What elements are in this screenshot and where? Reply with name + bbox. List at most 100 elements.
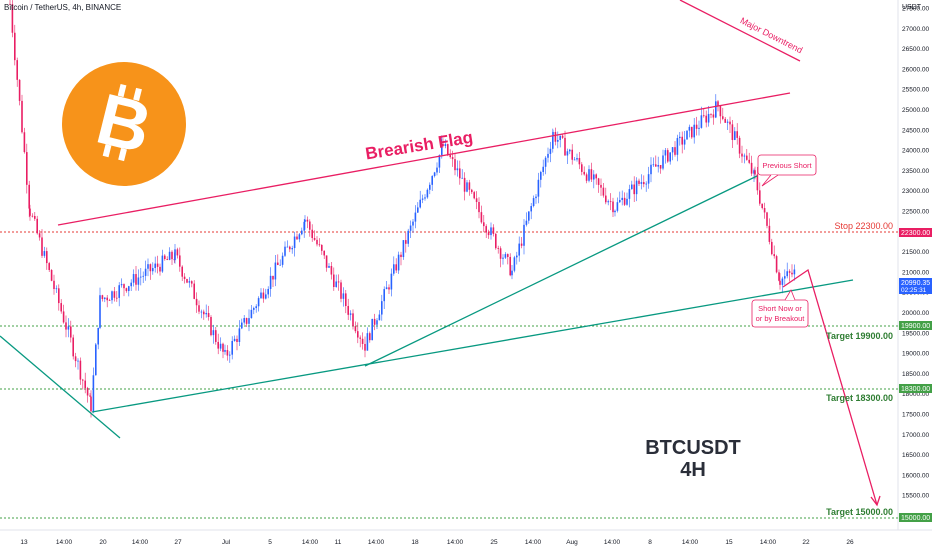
candle-body <box>619 199 621 203</box>
short-now-pointer <box>784 289 796 301</box>
candle-body <box>132 274 135 283</box>
time-axis[interactable]: 13 14:00 20 14:00 27 Jul 5 14:00 11 14:00 18 14:00 2… <box>20 539 854 546</box>
candle-body <box>250 309 253 319</box>
price-tick-label: 23500.00 <box>902 168 929 175</box>
flag-lower-line[interactable] <box>91 279 854 413</box>
time-tick-label: 14:00 <box>368 539 385 546</box>
support-trendline[interactable] <box>364 175 758 367</box>
previous-short-pointer <box>761 174 779 187</box>
candle-body <box>426 189 429 198</box>
candle-body <box>210 316 212 336</box>
candle-body <box>43 251 46 256</box>
candle-body <box>471 189 473 193</box>
candle-body <box>205 313 207 315</box>
candle-body <box>168 251 171 260</box>
candle-body <box>328 265 330 268</box>
candle-body <box>773 254 775 257</box>
time-tick-label: 8 <box>648 539 652 546</box>
candle-body <box>393 264 395 274</box>
candle-body <box>14 32 16 61</box>
candle-body <box>786 271 788 277</box>
flag-upper-line[interactable] <box>57 92 791 226</box>
candle-body <box>419 199 421 208</box>
candle-body <box>459 168 461 179</box>
time-tick-label: Aug <box>566 539 578 546</box>
candle-body <box>454 159 456 171</box>
candle-body <box>248 318 250 324</box>
candle-body <box>390 273 393 290</box>
short-now-callout[interactable] <box>751 299 809 328</box>
candle-body <box>330 265 333 275</box>
time-tick-label: 14:00 <box>525 539 542 546</box>
candle-body <box>537 179 540 197</box>
candle-body <box>683 139 686 145</box>
candle-body <box>602 187 605 196</box>
short-now-text-1: Short Now or <box>758 304 802 313</box>
candle-body <box>388 287 390 290</box>
time-tick-label: 14:00 <box>760 539 777 546</box>
candle-body <box>130 282 132 287</box>
candle-body <box>53 280 55 290</box>
candle-body <box>86 388 89 396</box>
candlestick-series <box>9 0 796 418</box>
big-symbol-line-1: BTCUSDT <box>645 437 741 459</box>
candle-body <box>652 164 655 166</box>
price-tick-label: 17000.00 <box>902 432 929 439</box>
time-tick-label: 14:00 <box>302 539 319 546</box>
price-tick-label: 22500.00 <box>902 209 929 216</box>
candle-body <box>451 157 454 160</box>
candle-body <box>607 201 609 203</box>
candle-body <box>279 264 281 266</box>
candle-body <box>229 354 231 356</box>
time-tick-label: 14:00 <box>132 539 149 546</box>
candle-body <box>345 293 347 307</box>
candle-body <box>29 208 31 216</box>
candle-body <box>778 272 780 281</box>
candle-body <box>600 184 602 188</box>
candle-body <box>754 170 756 175</box>
candle-body <box>698 127 700 129</box>
candle-body <box>222 343 224 352</box>
chart-title: Bitcoin / TetherUS, 4h, BINANCE <box>4 3 122 12</box>
candle-body <box>557 139 559 142</box>
candle-body <box>738 137 741 154</box>
candle-body <box>135 274 137 285</box>
price-tick-label: 18000.00 <box>902 391 929 398</box>
candle-body <box>569 149 571 152</box>
projection-path[interactable] <box>782 268 878 506</box>
price-axis[interactable]: 27500.00 27000.00 26500.00 26000.00 25500.00… <box>902 6 929 521</box>
price-tick-label: 26000.00 <box>902 66 929 73</box>
candle-body <box>438 155 441 168</box>
candle-body <box>23 132 26 153</box>
candle-body <box>198 305 200 312</box>
candle-body <box>731 124 734 140</box>
candle-body <box>340 282 342 299</box>
candle-body <box>325 255 328 268</box>
candle-body <box>576 158 578 160</box>
candle-body <box>554 131 557 142</box>
candle-body <box>359 337 361 339</box>
candle-body <box>621 197 623 200</box>
time-tick-label: Jul <box>222 539 231 546</box>
candle-body <box>497 248 499 249</box>
previous-short-callout[interactable] <box>757 154 817 176</box>
price-tick-label: 21000.00 <box>902 269 929 276</box>
candle-body <box>104 297 106 299</box>
initial-downtrend-line[interactable] <box>0 335 121 439</box>
candle-body <box>123 284 125 289</box>
candle-body <box>193 283 195 299</box>
stop-label: Stop 22300.00 <box>834 221 893 231</box>
candle-body <box>421 198 424 200</box>
candle-body <box>144 268 147 276</box>
candle-body <box>385 287 388 290</box>
candle-body <box>84 380 86 389</box>
candle-body <box>707 113 710 123</box>
candle-body <box>272 275 274 280</box>
candle-body <box>705 115 707 123</box>
major-downtrend-line[interactable] <box>679 0 801 62</box>
candle-body <box>31 215 34 217</box>
candle-body <box>70 326 72 338</box>
candle-body <box>766 212 768 226</box>
candle-body <box>650 164 652 175</box>
